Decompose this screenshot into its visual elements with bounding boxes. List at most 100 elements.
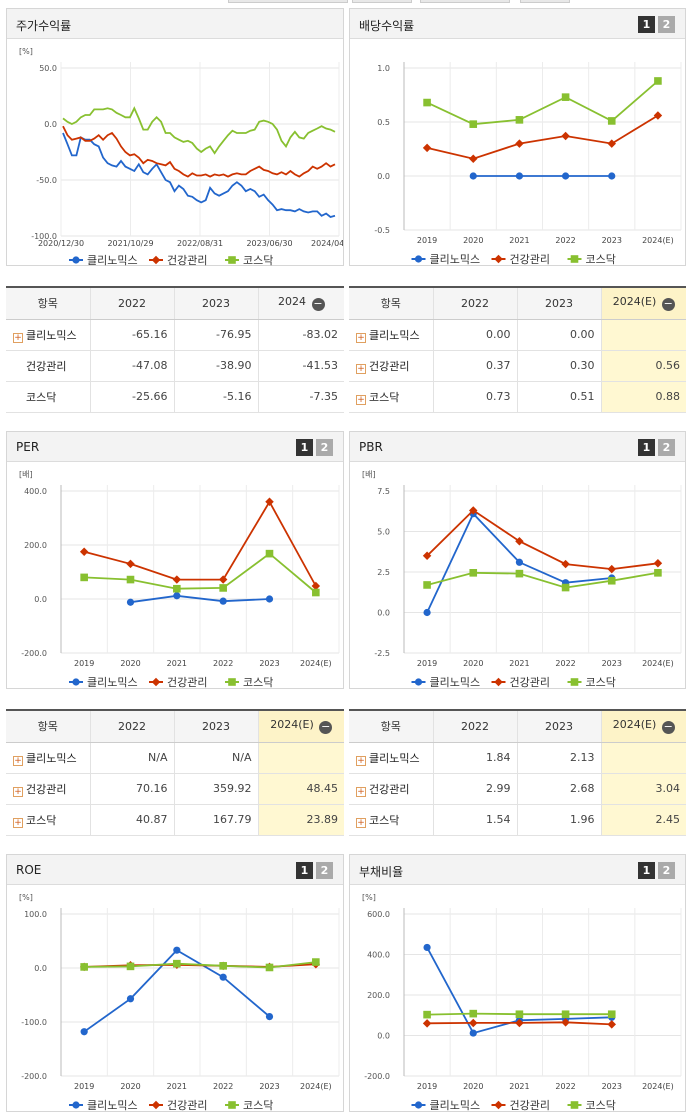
row-name[interactable]: + 클리노믹스 [349,742,433,774]
legend-label: 클리노믹스 [430,253,481,266]
panel-header: 부채비율 1 2 [350,855,685,885]
table-cell [600,742,686,774]
collapse-icon[interactable]: − [311,297,325,312]
col-header: 2022 [89,286,174,320]
data-point [607,117,616,125]
data-point [422,143,432,153]
panel-header: 배당수익률 1 2 [350,9,685,39]
row-name[interactable]: + 건강관리 [349,773,433,805]
data-point [469,154,478,163]
data-point [653,111,663,120]
x-tick-label: 2021 [167,1082,187,1091]
data-point [515,139,524,148]
col-header: 2024(E) − [600,286,686,320]
row-name[interactable]: + 코스닥 [6,804,90,836]
per-chart: [배] 400.0 200.0 0.0 -200.0 2019 2020 2021 2022 20… [19,470,340,689]
data-point [515,172,524,180]
table-cell: 0.88 [600,381,686,413]
x-tick-label: 2021 [509,1082,529,1091]
data-point [80,573,88,582]
data-point [228,678,236,686]
row-name[interactable]: + 코스닥 [349,804,433,836]
data-point [265,497,274,507]
data-point [561,559,570,569]
data-point [515,569,524,578]
expand-icon[interactable]: + [356,332,366,343]
legend-label: 건강관리 [510,253,550,266]
view-2-button[interactable]: 2 [658,439,675,456]
data-point [80,963,88,971]
view-1-button[interactable]: 1 [638,16,655,33]
table-cell: 1.84 [432,742,517,774]
view-2-button[interactable]: 2 [316,862,333,879]
row-name[interactable]: + 건강관리 [6,773,90,805]
data-point [423,608,431,617]
x-tick-label: 2019 [417,236,437,245]
data-point [561,1010,570,1019]
x-tick-label: 2021 [509,236,529,245]
expand-icon[interactable]: + [13,332,23,343]
view-1-button[interactable]: 1 [296,862,313,879]
y-tick-label: 5.0 [377,528,390,537]
data-point [469,569,478,577]
expand-icon[interactable]: + [356,817,366,828]
expand-icon[interactable]: + [13,755,23,766]
row-name[interactable]: + 클리노믹스 [6,742,90,774]
view-1-button[interactable]: 1 [296,439,313,456]
table-cell: 0.30 [516,350,601,382]
data-point [265,1013,274,1021]
dividend-table: 항목 2022 2023 2024(E) − + 클리노믹스 0.00 0.00 … [349,286,686,413]
data-point [654,77,662,85]
collapse-icon[interactable]: − [319,720,333,735]
data-point [414,1101,423,1109]
data-point [79,547,89,556]
x-tick-label: 2024/04/ [311,239,343,248]
series-line-2 [62,106,336,155]
x-tick-label: 2023 [602,1082,622,1091]
data-point [494,677,503,687]
collapse-icon[interactable]: − [661,720,675,735]
row-name[interactable]: + 건강관리 [349,350,433,382]
expand-icon[interactable]: + [356,755,366,766]
view-1-button[interactable]: 1 [638,862,655,879]
view-2-button[interactable]: 2 [316,439,333,456]
expand-icon[interactable]: + [13,786,23,797]
table-cell: 2.68 [516,773,601,805]
table-cell: 2.99 [432,773,517,805]
legend-label: 코스닥 [586,1099,616,1112]
data-point [219,973,227,981]
expand-icon[interactable]: + [13,817,23,828]
x-tick-label: 2020 [120,1082,140,1091]
series-line-2 [84,961,316,969]
x-tick-label: 2022/08/31 [177,239,223,248]
data-point [469,1009,478,1018]
dividend-chart: 1.0 0.5 0.0 -0.5 2019 2020 2021 2022 2023 2024(E)… [374,62,682,266]
data-point [469,1029,477,1037]
row-name[interactable]: + 코스닥 [349,381,433,413]
data-point [469,172,477,180]
view-1-button[interactable]: 1 [638,439,655,456]
panel-header: PER 1 2 [7,432,343,462]
y-tick-label: 400.0 [367,951,390,960]
y-tick-label: 1.0 [377,64,390,73]
view-2-button[interactable]: 2 [658,862,675,879]
view-2-button[interactable]: 2 [658,16,675,33]
data-point [469,1018,478,1028]
col-header: 2023 [173,709,258,743]
data-point [494,254,503,264]
row-name: 건강관리 [6,350,90,382]
table-cell: -41.53 [257,350,344,382]
data-point [608,172,616,180]
expand-icon[interactable]: + [356,394,366,405]
y-tick-label: 0.0 [44,120,57,129]
table-cell: 167.79 [173,804,258,836]
expand-icon[interactable]: + [356,786,366,797]
table-cell: N/A [89,742,174,774]
collapse-icon[interactable]: − [661,297,675,312]
data-point [219,962,227,970]
data-point [173,959,181,968]
row-name[interactable]: + 클리노믹스 [6,319,90,351]
expand-icon[interactable]: + [356,363,366,374]
row-name[interactable]: + 클리노믹스 [349,319,433,351]
data-point [126,995,135,1003]
